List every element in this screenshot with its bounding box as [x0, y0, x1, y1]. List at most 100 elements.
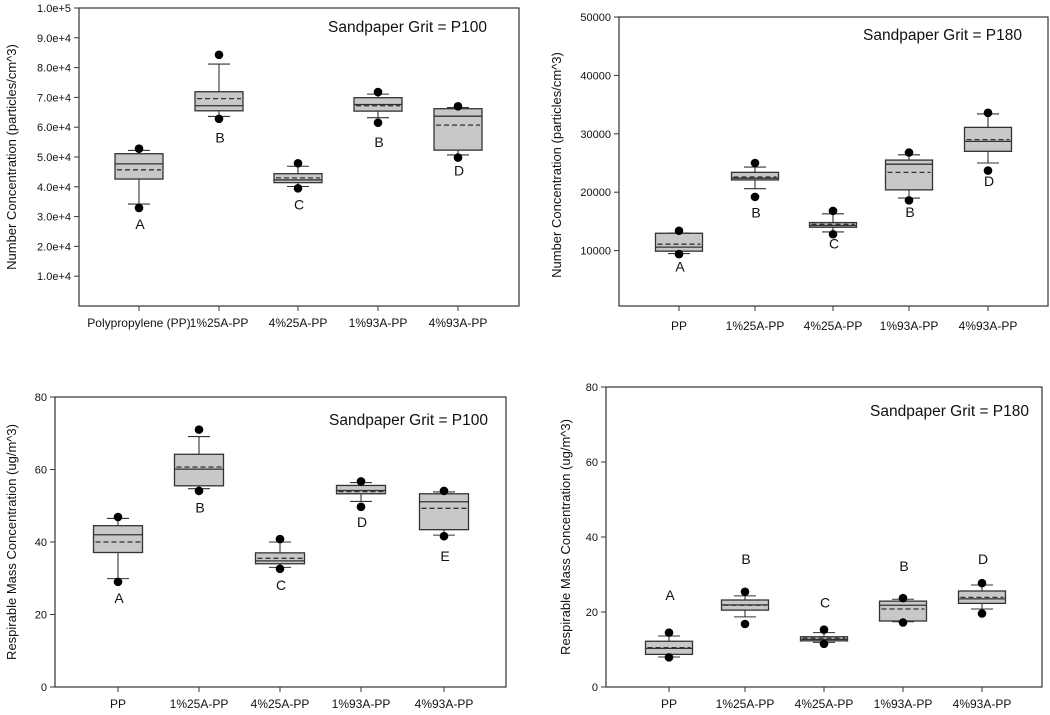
outlier-point	[194, 486, 204, 496]
significance-letter: B	[905, 204, 914, 220]
y-tick-label: 5.0e+4	[37, 152, 71, 164]
x-tick-label: 1%25A-PP	[190, 316, 249, 330]
outlier-point	[674, 226, 684, 236]
box-group: C	[799, 594, 849, 649]
outlier-point	[373, 118, 383, 128]
box-iqr	[114, 153, 164, 180]
y-tick-label: 40	[586, 532, 598, 544]
x-tick-label: 4%25A-PP	[269, 316, 328, 330]
y-tick-label: 40000	[580, 70, 611, 82]
significance-letter: B	[215, 130, 224, 146]
outlier-point	[977, 609, 987, 618]
outlier-point	[453, 102, 463, 111]
x-tick-label: PP	[671, 319, 687, 333]
significance-letter: B	[374, 134, 383, 150]
significance-letter: B	[899, 558, 908, 574]
outlier-point	[904, 196, 914, 205]
outlier-point	[214, 50, 224, 60]
y-tick-label: 50000	[580, 12, 611, 24]
significance-letter: C	[294, 197, 304, 213]
outlier-point	[819, 639, 829, 649]
box-iqr	[730, 171, 780, 181]
significance-letter: A	[114, 590, 124, 606]
outlier-point	[904, 148, 914, 157]
outlier-point	[134, 144, 144, 153]
y-tick-label: 0	[41, 682, 47, 694]
outlier-point	[275, 564, 285, 574]
outlier-point	[664, 653, 674, 662]
outlier-point	[750, 158, 760, 168]
outlier-point	[275, 534, 285, 544]
box-iqr	[335, 484, 387, 495]
x-tick-label: PP	[661, 697, 677, 711]
x-tick-label: 1%93A-PP	[349, 316, 408, 330]
y-tick-label: 1.0e+4	[37, 271, 71, 283]
x-tick-label: 4%93A-PP	[959, 319, 1018, 333]
y-tick-label: 8.0e+4	[37, 63, 71, 75]
x-tick-label: 4%93A-PP	[415, 697, 474, 711]
outlier-point	[828, 229, 838, 239]
y-axis-label: Number Concentration (particles/cm^3)	[549, 52, 564, 278]
y-tick-label: 20	[35, 610, 47, 622]
outlier-point	[134, 203, 144, 213]
box-iqr	[173, 453, 225, 487]
box-group: B	[720, 551, 770, 629]
box-group: B	[730, 158, 780, 221]
box-iqr	[194, 91, 244, 112]
y-tick-label: 4.0e+4	[37, 182, 71, 194]
y-tick-label: 2.0e+4	[37, 241, 71, 253]
significance-letter: D	[978, 551, 988, 567]
significance-letter: B	[751, 205, 760, 221]
box-group: B	[353, 87, 403, 150]
y-tick-label: 80	[586, 382, 598, 394]
x-tick-label: 4%93A-PP	[953, 697, 1012, 711]
box-group: D	[963, 108, 1013, 189]
box-iqr	[92, 525, 144, 554]
box-iqr	[654, 232, 704, 252]
significance-letter: D	[984, 173, 994, 189]
box-iqr	[957, 590, 1007, 605]
box-group: C	[808, 206, 858, 252]
outlier-point	[439, 486, 449, 496]
x-tick-label: Polypropylene (PP)	[87, 316, 190, 330]
x-tick-label: 4%25A-PP	[251, 697, 310, 711]
y-tick-label: 10000	[580, 246, 611, 258]
chart-title: Sandpaper Grit = P180	[863, 27, 1022, 44]
box-iqr	[963, 126, 1013, 152]
y-tick-label: 40	[35, 537, 47, 549]
x-tick-label: 1%25A-PP	[170, 697, 229, 711]
x-tick-label: PP	[110, 697, 126, 711]
chart-panel-bottom-right: 0 20 40 60 80 Respirable Mass Concentration (…	[558, 382, 1043, 711]
y-tick-label: 1.0e+5	[37, 3, 71, 15]
significance-letter: D	[357, 514, 367, 530]
outlier-point	[674, 249, 684, 259]
outlier-point	[194, 425, 204, 434]
chart-title: Sandpaper Grit = P100	[328, 19, 487, 36]
x-tick-label: 4%25A-PP	[795, 697, 854, 711]
outlier-point	[740, 587, 750, 597]
chart-panel-top-right: 10000 20000 30000 40000 50000 Number Concentr…	[549, 12, 1049, 333]
box-group: C	[273, 158, 323, 213]
box-group: A	[644, 587, 694, 662]
significance-letter: E	[440, 548, 449, 564]
outlier-point	[453, 153, 463, 162]
y-tick-label: 60	[586, 457, 598, 469]
y-axis-label: Respirable Mass Concentration (ug/m^3)	[558, 419, 573, 655]
box-iqr	[418, 493, 470, 531]
x-tick-label: 4%25A-PP	[804, 319, 863, 333]
outlier-point	[293, 158, 303, 168]
outlier-point	[113, 577, 123, 587]
chart-panel-top-left: 1.0e+4 2.0e+4 3.0e+4 4.0e+4 5.0e+4 6.0e+4 7.0e…	[4, 3, 520, 330]
y-axis-label: Respirable Mass Concentration (ug/m^3)	[4, 424, 19, 660]
outlier-point	[977, 578, 987, 588]
box-group: B	[884, 148, 934, 220]
x-tick-label: 1%25A-PP	[726, 319, 785, 333]
outlier-point	[819, 625, 829, 634]
outlier-point	[214, 114, 224, 124]
y-tick-label: 30000	[580, 129, 611, 141]
chart-title: Sandpaper Grit = P180	[870, 403, 1029, 420]
outlier-point	[740, 619, 750, 629]
box-iqr	[884, 159, 934, 191]
significance-letter: C	[276, 577, 286, 593]
